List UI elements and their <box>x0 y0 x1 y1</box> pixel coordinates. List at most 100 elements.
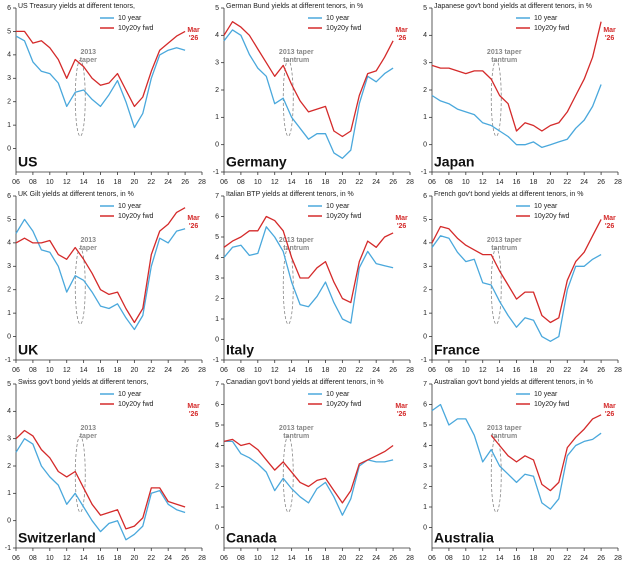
panel-title: Japanese gov't bond yields at different … <box>434 3 592 10</box>
y-tick-label: 7 <box>423 381 427 388</box>
y-tick-label: 0 <box>215 336 219 343</box>
y-tick-label: -1 <box>5 545 11 552</box>
x-tick-label: 12 <box>479 367 487 374</box>
series-line <box>431 84 602 149</box>
country-label: Canada <box>226 530 277 546</box>
mark-label: '26 <box>189 223 199 230</box>
series-line <box>15 429 186 530</box>
annotation-ellipse <box>490 247 502 325</box>
series-line <box>490 414 602 492</box>
x-tick-label: 20 <box>546 179 554 186</box>
legend-label: 10 year <box>118 391 142 398</box>
x-tick-label: 28 <box>198 367 206 374</box>
y-tick-label: 5 <box>7 381 11 388</box>
x-tick-label: 18 <box>322 555 330 562</box>
x-tick-label: 18 <box>322 179 330 186</box>
series-line <box>223 438 394 504</box>
mark-label: '26 <box>189 35 199 42</box>
legend-label: 10y20y fwd <box>118 401 154 408</box>
x-tick-label: 28 <box>406 555 414 562</box>
annotation: 2013 taper <box>487 49 522 56</box>
y-tick-label: 6 <box>7 5 11 12</box>
x-tick-label: 18 <box>322 367 330 374</box>
x-tick-label: 14 <box>80 179 88 186</box>
panel-title: German Bund yields at different tenors, … <box>226 3 363 10</box>
y-tick-label: 3 <box>7 75 11 82</box>
annotation: tantrum <box>491 57 517 64</box>
x-tick-label: 14 <box>496 179 504 186</box>
country-label: Japan <box>434 154 474 170</box>
x-tick-label: 24 <box>164 367 172 374</box>
legend-label: 10y20y fwd <box>534 25 570 32</box>
x-tick-label: 24 <box>580 555 588 562</box>
y-tick-label: 5 <box>423 422 427 429</box>
x-tick-label: 22 <box>147 179 155 186</box>
panel-title: US Treasury yields at different tenors, <box>18 3 135 10</box>
series-line <box>223 21 394 138</box>
series-line <box>431 219 602 324</box>
x-tick-label: 26 <box>389 555 397 562</box>
x-tick-label: 12 <box>271 367 279 374</box>
x-tick-label: 28 <box>614 367 622 374</box>
x-tick-label: 20 <box>130 179 138 186</box>
series-line <box>431 21 602 132</box>
country-label: UK <box>18 342 38 358</box>
y-tick-label: 0 <box>7 333 11 340</box>
annotation-ellipse <box>74 59 86 137</box>
country-label: Italy <box>226 342 254 358</box>
legend-label: 10 year <box>534 391 558 398</box>
y-tick-label: 1 <box>215 504 219 511</box>
y-tick-label: 3 <box>7 263 11 270</box>
annotation: 2013 taper <box>279 237 314 244</box>
x-tick-label: 26 <box>597 555 605 562</box>
y-tick-label: 6 <box>423 193 427 200</box>
x-tick-label: 12 <box>271 555 279 562</box>
x-tick-label: 26 <box>181 179 189 186</box>
y-tick-label: 3 <box>423 463 427 470</box>
annotation: 2013 taper <box>487 237 522 244</box>
legend-label: 10 year <box>326 391 350 398</box>
x-tick-label: 06 <box>12 555 20 562</box>
y-tick-label: 5 <box>423 216 427 223</box>
mark-label: Mar <box>187 403 200 410</box>
y-tick-label: 6 <box>423 401 427 408</box>
y-tick-label: 4 <box>7 240 11 247</box>
y-tick-label: 1 <box>423 310 427 317</box>
x-tick-label: 08 <box>29 179 37 186</box>
legend-label: 10y20y fwd <box>118 25 154 32</box>
y-tick-label: 4 <box>7 408 11 415</box>
y-tick-label: 7 <box>215 381 219 388</box>
mark-label: Mar <box>603 27 616 34</box>
x-tick-label: 16 <box>305 179 313 186</box>
annotation-ellipse <box>490 59 502 137</box>
x-tick-label: 22 <box>563 179 571 186</box>
panel-title: Australian gov't bond yields at differen… <box>434 379 593 386</box>
mark-label: Mar <box>395 27 408 34</box>
series-line <box>15 438 186 541</box>
annotation-ellipse <box>490 435 502 513</box>
x-tick-label: 24 <box>580 367 588 374</box>
x-tick-label: 08 <box>29 367 37 374</box>
y-tick-label: -1 <box>5 357 11 364</box>
annotation: tantrum <box>283 433 309 440</box>
x-tick-label: 14 <box>288 367 296 374</box>
legend-label: 10y20y fwd <box>534 401 570 408</box>
country-label: US <box>18 154 37 170</box>
x-tick-label: 26 <box>389 179 397 186</box>
x-tick-label: 26 <box>597 179 605 186</box>
x-tick-label: 22 <box>563 555 571 562</box>
x-tick-label: 20 <box>546 367 554 374</box>
legend-label: 10y20y fwd <box>326 401 362 408</box>
x-tick-label: 22 <box>147 367 155 374</box>
y-tick-label: -1 <box>213 357 219 364</box>
x-tick-label: 28 <box>198 179 206 186</box>
y-tick-label: 7 <box>215 193 219 200</box>
series-line <box>431 403 602 510</box>
x-tick-label: 24 <box>164 555 172 562</box>
x-tick-label: 10 <box>254 555 262 562</box>
x-tick-label: 24 <box>372 555 380 562</box>
